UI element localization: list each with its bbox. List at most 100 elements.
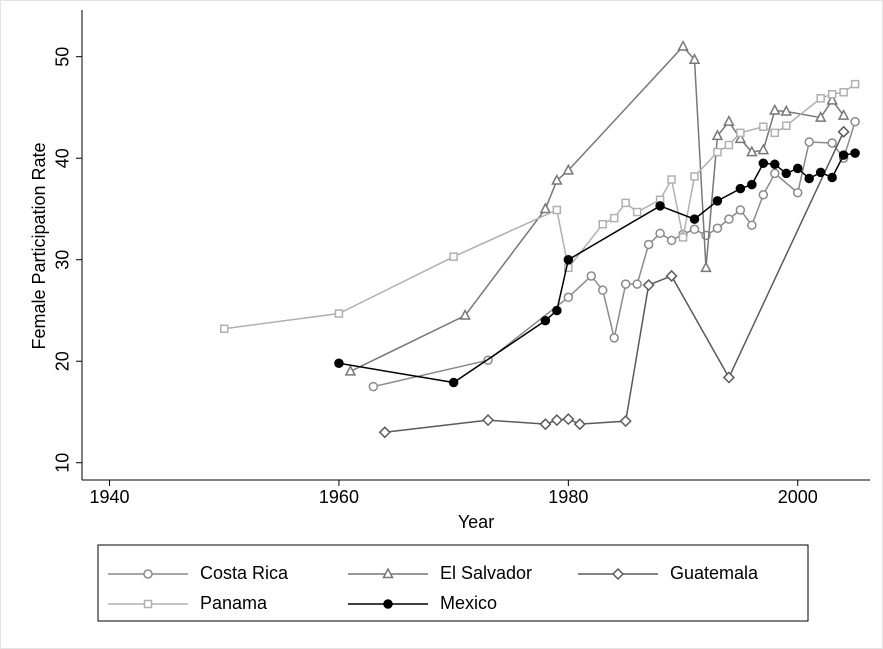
point	[758, 158, 769, 169]
point	[839, 87, 848, 97]
point	[689, 224, 700, 235]
point	[368, 381, 379, 392]
point	[540, 315, 551, 326]
point	[770, 159, 780, 170]
point	[334, 358, 344, 369]
point	[619, 415, 632, 428]
point	[770, 168, 780, 179]
point	[759, 122, 768, 131]
point	[609, 213, 619, 223]
point	[804, 173, 814, 184]
point	[827, 172, 837, 183]
point	[448, 377, 459, 388]
point	[598, 219, 607, 229]
point	[826, 93, 838, 105]
y-tick-label: 20	[53, 351, 73, 371]
point	[769, 103, 781, 115]
y-axis-label: Female Participation Rate	[29, 142, 49, 349]
point	[459, 308, 471, 320]
point	[551, 173, 563, 185]
x-axis-label: Year	[458, 512, 494, 532]
y-tick-label: 50	[53, 47, 73, 67]
point	[734, 132, 747, 144]
point	[713, 147, 722, 157]
point	[792, 187, 803, 198]
x-tick-label: 2000	[778, 487, 818, 507]
point	[735, 183, 746, 194]
point	[712, 223, 723, 234]
legend-label: El Salvador	[440, 563, 532, 583]
point	[562, 163, 575, 175]
point	[770, 128, 780, 138]
point	[850, 79, 860, 89]
point	[724, 214, 734, 224]
legend-label: Guatemala	[670, 563, 759, 583]
legend-marker	[143, 599, 153, 609]
point	[827, 90, 837, 99]
point	[621, 198, 630, 208]
legend-marker	[611, 567, 625, 581]
point	[586, 271, 597, 281]
point	[597, 285, 608, 295]
point	[539, 202, 552, 214]
point	[746, 145, 758, 157]
legend-marker	[383, 599, 393, 609]
point	[711, 129, 724, 141]
x-tick-label: 1940	[90, 487, 130, 507]
legend-label: Mexico	[440, 593, 497, 613]
point	[609, 333, 619, 343]
point	[688, 53, 701, 64]
point	[850, 148, 860, 158]
legend-marker	[143, 569, 153, 579]
point	[850, 116, 860, 127]
point	[814, 110, 827, 122]
point	[552, 205, 562, 215]
point	[678, 233, 688, 242]
point	[632, 279, 642, 289]
y-tick-label: 10	[53, 453, 73, 473]
point	[344, 364, 357, 376]
point	[481, 414, 495, 427]
point	[573, 418, 586, 431]
point	[562, 413, 575, 426]
point	[334, 309, 344, 318]
point	[219, 324, 229, 333]
point	[563, 254, 574, 265]
point	[449, 252, 458, 261]
point	[666, 235, 677, 246]
point	[643, 239, 654, 250]
point	[758, 190, 769, 200]
point	[690, 172, 699, 181]
point	[712, 196, 723, 206]
point	[722, 371, 735, 384]
point	[632, 207, 642, 217]
point	[837, 125, 850, 138]
point	[642, 279, 655, 292]
point	[655, 228, 665, 239]
x-tick-label: 1960	[319, 487, 359, 507]
series-line	[350, 45, 845, 373]
point	[667, 175, 676, 184]
point	[782, 121, 791, 130]
point	[837, 108, 850, 120]
point	[689, 214, 700, 224]
point	[655, 201, 665, 211]
point	[378, 426, 391, 439]
point	[620, 279, 631, 289]
y-tick-label: 30	[53, 250, 73, 270]
point	[723, 115, 735, 126]
y-tick-label: 40	[53, 148, 73, 168]
point	[735, 205, 746, 215]
point	[816, 94, 825, 103]
point	[552, 305, 562, 316]
point	[781, 168, 792, 179]
point	[827, 138, 837, 148]
x-tick-label: 1980	[548, 487, 588, 507]
point	[815, 167, 826, 178]
legend-label: Costa Rica	[200, 563, 289, 583]
point	[757, 143, 770, 155]
legend-marker	[382, 567, 394, 579]
point	[550, 414, 563, 427]
